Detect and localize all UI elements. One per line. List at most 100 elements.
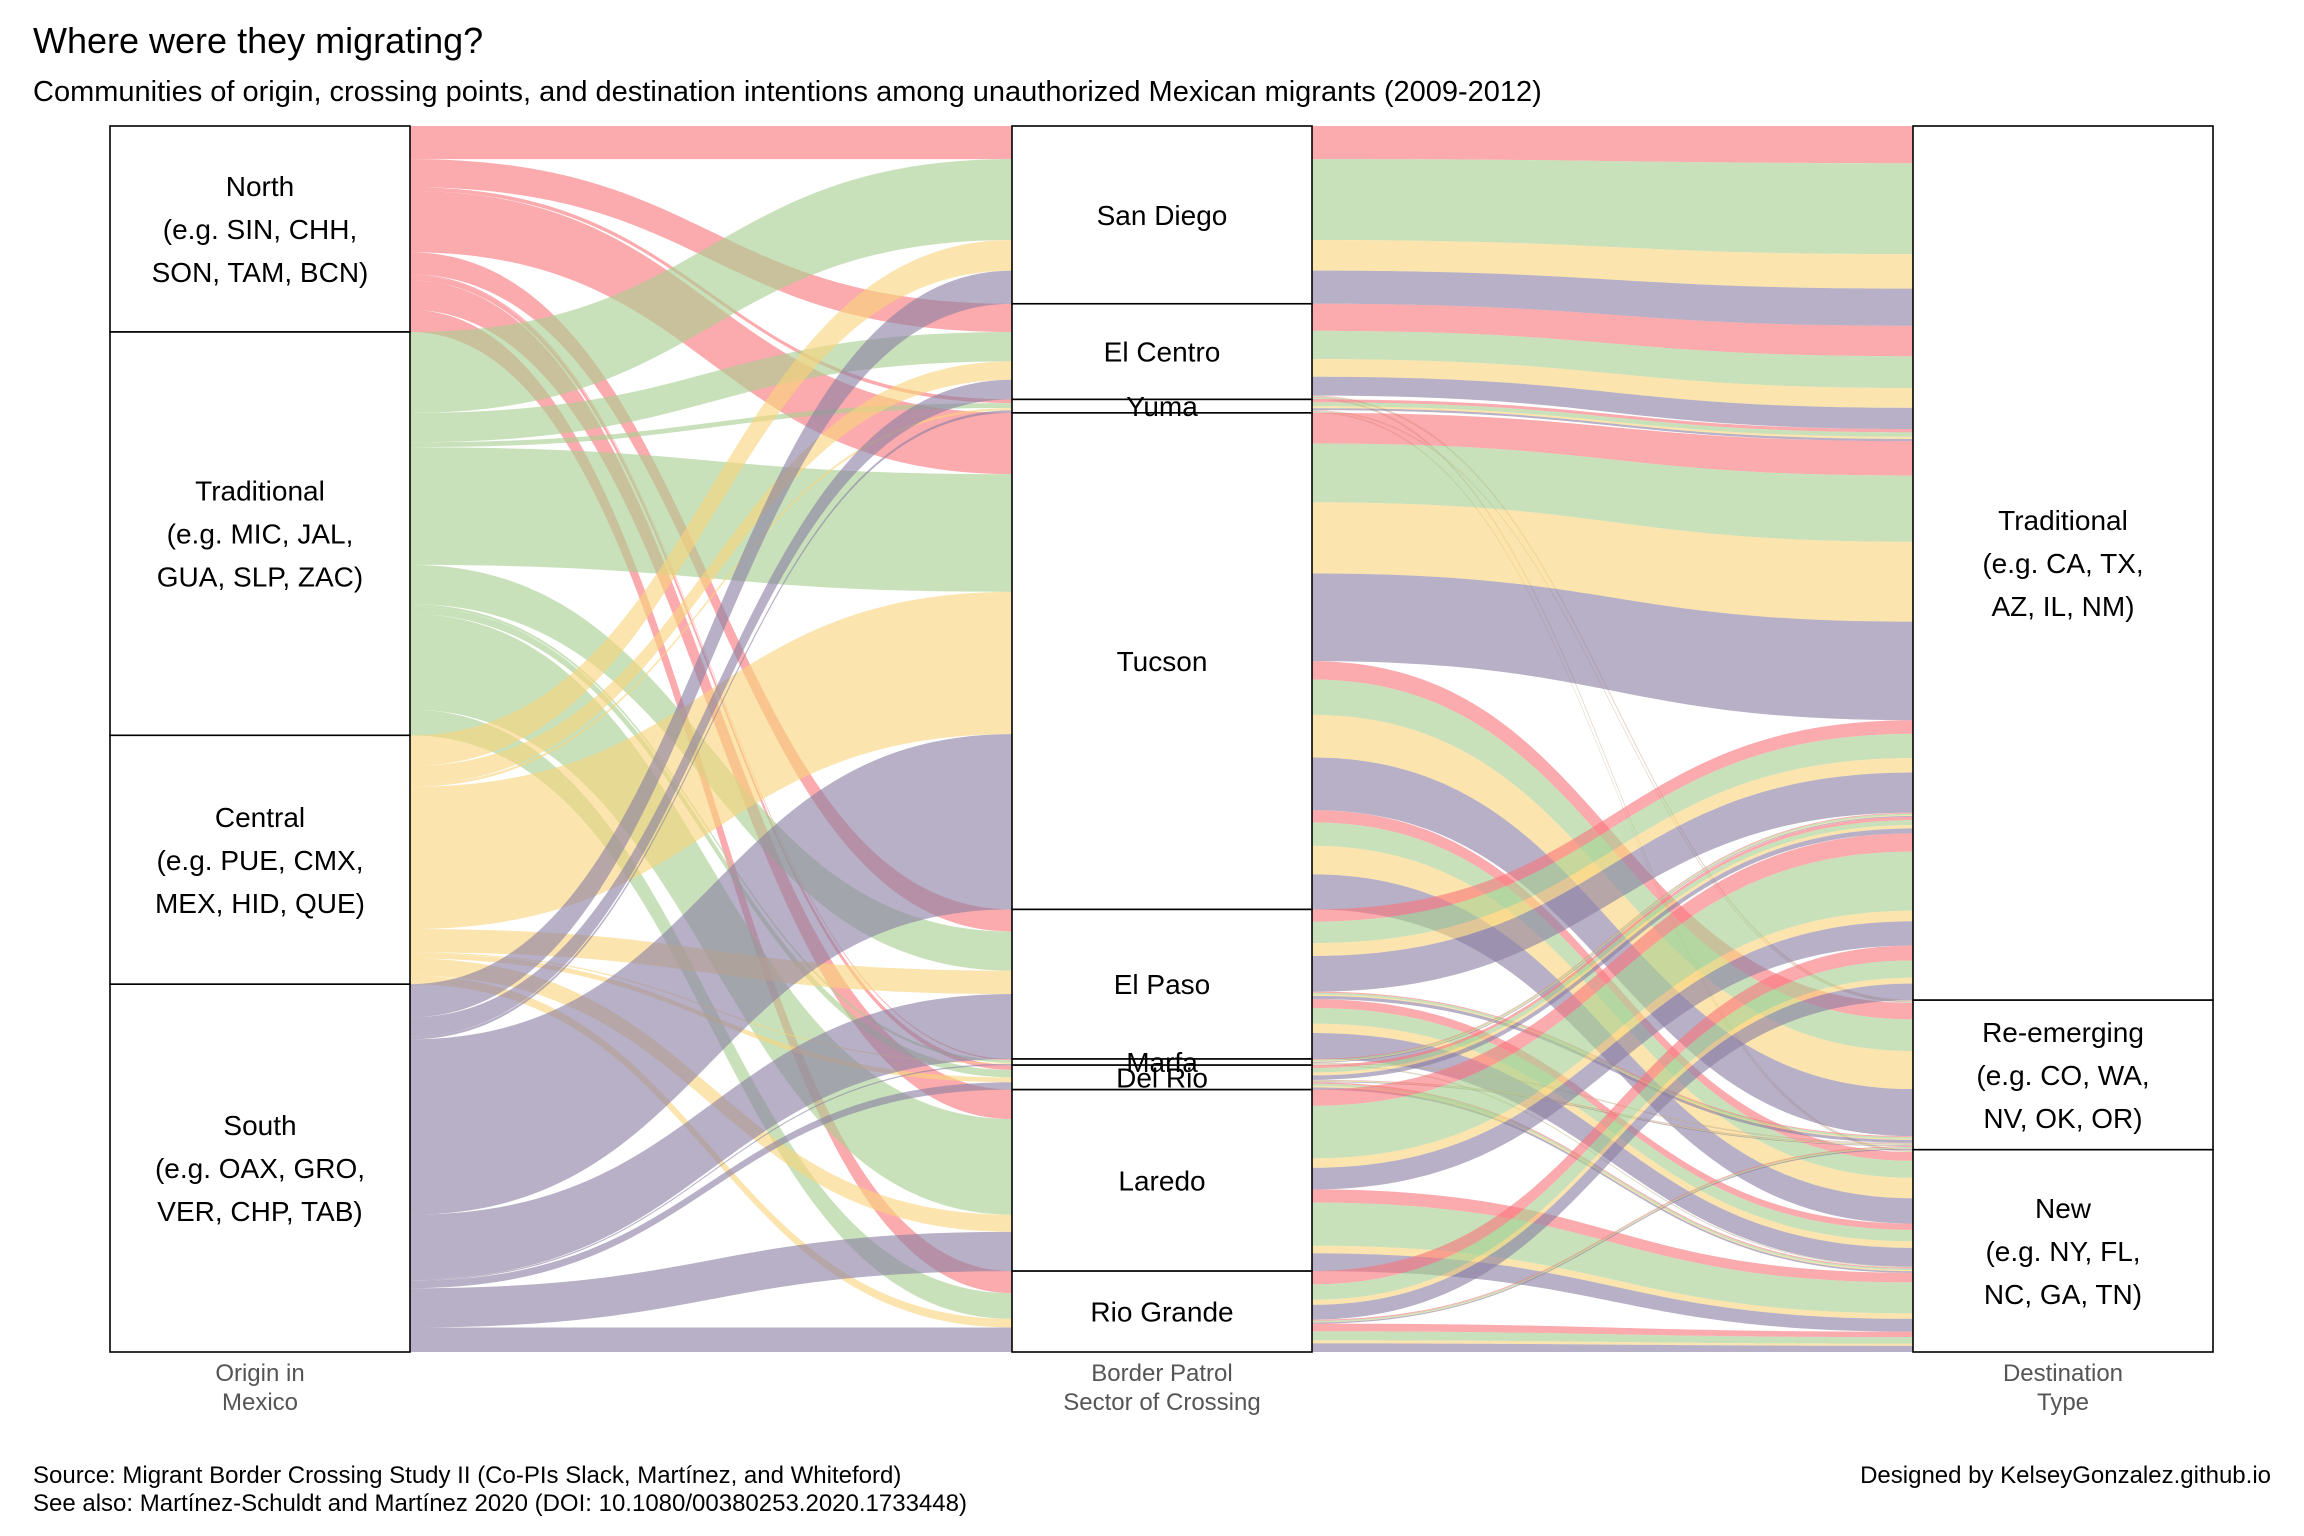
axis-label-destination: Destination Type [2003,1360,2123,1416]
chart-subtitle: Communities of origin, crossing points, … [33,76,1542,108]
flow-south-to-yuma [410,410,1012,1040]
flow-el-centro-to-traditional-south [1312,376,1913,430]
flow-rio-grande-to-traditional-north [1312,945,1913,1285]
flow-marfa-to-new-traditional [1312,1064,1913,1268]
flow-el-paso-to-traditional-traditional [1312,733,1913,944]
flow-tucson-to-traditional-south [1312,573,1913,721]
flow-yuma-to-re-emerging-north [1312,410,1913,1003]
node-sector-tucson [1011,412,1313,911]
flow-central-to-tucson [410,591,1012,930]
flow-central-to-san-diego [410,240,1012,766]
flow-del-rio-to-new-north [1312,1082,1913,1269]
flow-laredo-to-traditional-traditional [1312,851,1913,1159]
node-label-sector-el-paso: El Paso [1114,969,1211,1000]
flow-south-to-san-diego [410,270,1012,1018]
flow-layer [410,126,1913,1352]
flow-traditional-to-tucson [410,447,1012,592]
node-destination-new [1912,1148,2214,1353]
flow-laredo-to-traditional-north [1312,833,1913,1106]
flow-rio-grande-to-re-emerging-south [1312,1148,1913,1324]
node-label-sector-san-diego: San Diego [1097,200,1228,231]
node-sector-del-rio [1011,1064,1313,1091]
node-destination-traditional [1912,125,2214,1001]
flow-marfa-to-new-north [1312,1063,1913,1267]
flow-rio-grande-to-traditional-central [1312,977,1913,1305]
flow-marfa-to-re-emerging-central [1312,1063,1913,1144]
node-label-sector-laredo: Laredo [1118,1165,1205,1196]
flow-laredo-to-traditional-central [1312,910,1913,1168]
node-origin-traditional [109,331,411,737]
flow-central-to-laredo [410,958,1012,1232]
flow-yuma-to-traditional-central [1312,406,1913,439]
flow-san-diego-to-traditional-central [1312,240,1913,289]
flow-el-centro-to-re-emerging-central [1312,396,1913,1002]
flow-north-to-el-paso [410,252,1012,932]
source-caption: Source: Migrant Border Crossing Study II… [33,1462,902,1489]
flow-central-to-yuma [410,407,1012,787]
flow-marfa-to-new-central [1312,1064,1913,1268]
node-label-sector-marfa: Marfa [1126,1047,1198,1078]
flow-del-rio-to-traditional-traditional [1312,820,1913,1073]
flow-tucson-to-traditional-central [1312,502,1913,622]
flow-del-rio-to-new-south [1312,1087,1913,1273]
node-origin-central [109,734,411,986]
flow-north-to-marfa [410,274,1012,1061]
flow-del-rio-to-new-traditional [1312,1083,1913,1271]
flow-del-rio-to-traditional-south [1312,828,1913,1080]
flow-rio-grande-to-re-emerging-north [1312,1146,1913,1321]
flow-yuma-to-traditional-traditional [1312,402,1913,437]
flow-el-centro-to-re-emerging-traditional [1312,396,1913,1002]
flow-yuma-to-new-central [1312,412,1913,1152]
flow-marfa-to-re-emerging-south [1312,1063,1913,1144]
flow-south-to-laredo [410,1231,1012,1328]
flow-rio-grande-to-new-traditional [1312,1331,1913,1344]
node-label-sector-rio-grande: Rio Grande [1090,1297,1233,1328]
flow-el-centro-to-new-south [1312,399,1913,1152]
flow-tucson-to-traditional-traditional [1312,443,1913,542]
node-sector-rio-grande [1011,1270,1313,1353]
flow-san-diego-to-traditional-north [1312,126,1913,164]
flow-san-diego-to-traditional-traditional [1312,159,1913,255]
flow-el-centro-to-re-emerging-north [1312,395,1913,1001]
flow-yuma-to-traditional-north [1312,399,1913,433]
flow-san-diego-to-traditional-south [1312,270,1913,326]
flow-yuma-to-re-emerging-traditional [1312,410,1913,1003]
node-label-sector-del-rio: Del Rio [1116,1062,1208,1093]
node-label-origin-central: Central (e.g. PUE, CMX, MEX, HID, QUE) [155,802,365,919]
node-sector-el-centro [1011,302,1313,401]
axis-label-origin: Origin in Mexico [215,1360,304,1416]
credit-caption: Designed by KelseyGonzalez.github.io [1860,1462,2271,1489]
flow-traditional-to-del-rio [410,606,1012,1078]
flow-rio-grande-to-re-emerging-traditional [1312,1147,1913,1323]
node-sector-san-diego [1011,125,1313,305]
node-label-sector-tucson: Tucson [1117,646,1208,677]
flow-el-centro-to-traditional-central [1312,359,1913,408]
axis-label-sector: Border Patrol Sector of Crossing [1063,1360,1260,1416]
flow-marfa-to-re-emerging-north [1312,1062,1913,1144]
node-origin-south [109,983,411,1353]
flow-el-paso-to-re-emerging-south [1312,995,1913,1143]
node-label-sector-yuma: Yuma [1126,391,1198,422]
flow-yuma-to-re-emerging-south [1312,411,1913,1004]
flow-yuma-to-new-north [1312,411,1913,1152]
flow-marfa-to-traditional-south [1312,816,1913,1063]
flow-laredo-to-new-central [1312,1245,1913,1319]
flow-south-to-el-centro [410,379,1012,1037]
flow-south-to-rio-grande [410,1327,1012,1352]
node-label-destination-re-emerging: Re-emerging (e.g. CO, WA, NV, OK, OR) [1976,1017,2149,1134]
axis-label-layer: Origin in Mexico Border Patrol Sector of Cr… [215,1360,2123,1416]
flow-north-to-san-diego [410,126,1012,160]
flow-south-to-marfa [410,1063,1012,1281]
flow-marfa-to-traditional-traditional [1312,813,1913,1062]
flow-el-centro-to-new-traditional [1312,398,1913,1151]
flow-south-to-el-paso [410,994,1012,1280]
flow-el-centro-to-new-north [1312,397,1913,1151]
flow-el-paso-to-traditional-south [1312,772,1913,992]
flow-rio-grande-to-new-south [1312,1343,1913,1352]
node-label-destination-new: New (e.g. NY, FL, NC, GA, TN) [1984,1193,2142,1310]
node-label-sector-el-centro: El Centro [1104,337,1221,368]
node-label-origin-north: North (e.g. SIN, CHH, SON, TAM, BCN) [152,171,369,288]
flow-rio-grande-to-new-north [1312,1323,1913,1338]
flow-north-to-tucson [410,190,1012,475]
flow-el-paso-to-traditional-north [1312,720,1913,922]
